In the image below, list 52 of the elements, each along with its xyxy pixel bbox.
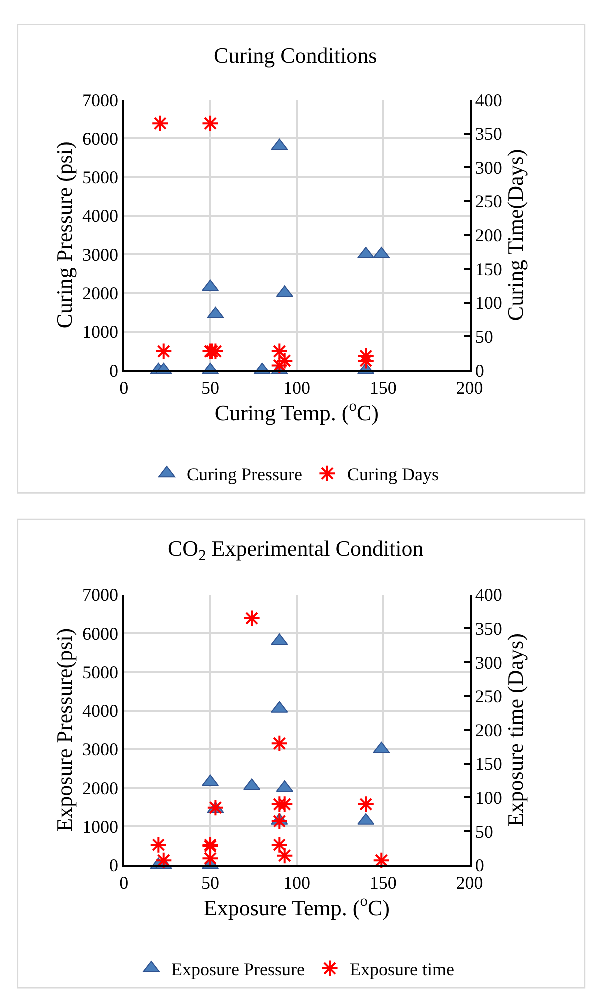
y2-tick-label: 350 xyxy=(475,618,502,639)
y2-tick-label: 300 xyxy=(475,158,502,178)
y-tick-label: 7000 xyxy=(82,585,119,606)
y2-tick-label: 300 xyxy=(475,652,502,673)
y2-tick-label: 400 xyxy=(475,90,502,110)
x-tick-label: 100 xyxy=(283,378,310,398)
x-tick-label: 150 xyxy=(370,378,397,398)
x-tick-label: 100 xyxy=(283,872,310,893)
y2-tick-label: 100 xyxy=(475,788,502,808)
legend-label: Curing Pressure xyxy=(187,464,302,485)
y2-tick-label: 150 xyxy=(475,754,502,774)
y-tick-label: 2000 xyxy=(82,778,119,798)
chart-title: CO$_{2}$ Experimental Condition xyxy=(168,536,424,565)
y-tick-label: 0 xyxy=(110,856,119,876)
y2-axis-title: Curing Time(Days) xyxy=(502,149,528,322)
y-tick-label: 1000 xyxy=(82,322,119,342)
chart-title: Curing Conditions xyxy=(214,43,378,68)
y-tick-label: 4000 xyxy=(82,206,119,226)
y-tick-label: 3000 xyxy=(82,244,119,265)
y2-tick-label: 200 xyxy=(475,226,502,246)
y2-tick-label: 100 xyxy=(475,293,502,314)
x-tick-label: 200 xyxy=(456,378,484,398)
x-axis-title: Exposure Temp. ($^{o}$C) xyxy=(204,893,390,920)
y2-axis-title: Exposure time (Days) xyxy=(502,634,528,827)
y2-tick-label: 150 xyxy=(475,259,502,280)
x-tick-label: 50 xyxy=(202,872,220,893)
y-tick-label: 0 xyxy=(110,360,119,381)
y2-tick-label: 250 xyxy=(475,686,502,707)
y2-tick-label: 400 xyxy=(475,585,502,606)
legend-label: Curing Days xyxy=(348,464,439,485)
y-tick-label: 5000 xyxy=(82,662,119,682)
y2-tick-label: 200 xyxy=(475,720,502,740)
x-tick-label: 50 xyxy=(202,378,220,398)
y-tick-label: 6000 xyxy=(82,624,119,644)
y-tick-label: 5000 xyxy=(82,168,119,188)
y2-tick-label: 350 xyxy=(475,124,502,144)
y-tick-label: 7000 xyxy=(82,90,119,110)
y-tick-label: 3000 xyxy=(82,740,119,760)
y-tick-label: 6000 xyxy=(82,128,119,149)
x-axis-title: Curing Temp. ($^{o}$C) xyxy=(214,398,379,426)
y-tick-label: 2000 xyxy=(82,283,119,304)
y2-tick-label: 50 xyxy=(475,822,494,842)
y2-tick-label: 250 xyxy=(475,192,502,212)
y-axis-title: Exposure Pressure(psi) xyxy=(52,628,77,832)
y2-tick-label: 0 xyxy=(475,360,484,381)
legend-label: Exposure Pressure xyxy=(172,960,305,980)
y2-tick-label: 50 xyxy=(475,326,494,347)
y-tick-label: 1000 xyxy=(82,817,119,838)
y-tick-label: 4000 xyxy=(82,701,119,722)
y-axis-title: Curing Pressure (psi) xyxy=(52,142,77,329)
legend-label: Exposure time xyxy=(350,960,454,980)
x-tick-label: 150 xyxy=(370,872,397,893)
